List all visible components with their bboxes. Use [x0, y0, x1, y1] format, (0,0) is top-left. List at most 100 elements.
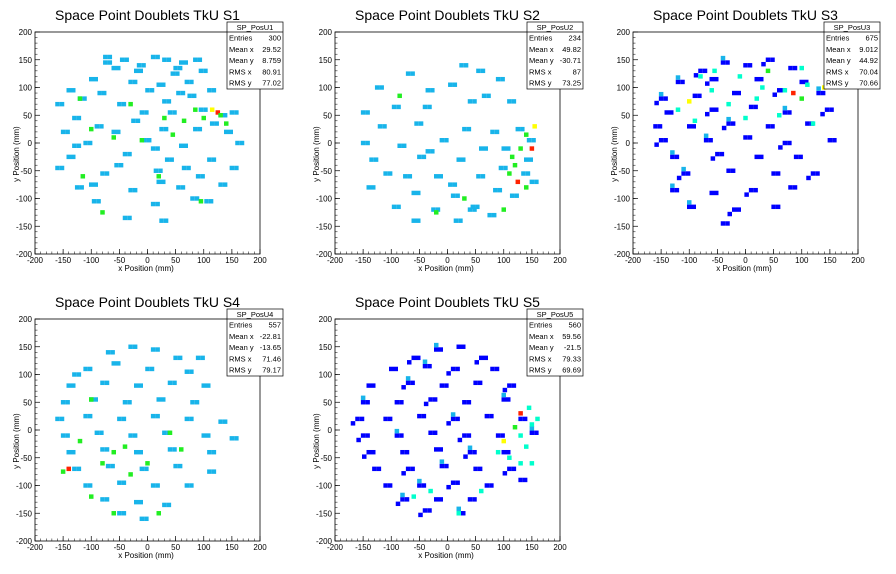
heatmap-bin: [124, 57, 129, 62]
heatmap-bin: [439, 383, 445, 388]
heatmap-bin: [399, 433, 404, 438]
heatmap-bin-hot: [111, 449, 116, 455]
heatmap-bin: [128, 433, 133, 438]
heatmap-bin: [393, 366, 398, 372]
heatmap-bin: [55, 416, 60, 422]
heatmap-bin: [71, 88, 76, 93]
heatmap-bin: [778, 145, 783, 150]
heatmap-bin: [359, 416, 365, 422]
heatmap-bin: [394, 433, 400, 438]
heatmap-bin: [360, 400, 366, 405]
heatmap-bin: [79, 185, 84, 190]
heatmap-bin: [122, 151, 128, 157]
heatmap-bin: [534, 430, 539, 435]
y-tick-label: 200: [617, 28, 631, 37]
heatmap-bin: [428, 430, 433, 435]
heatmap-bin-hot: [145, 461, 150, 466]
heatmap-bin: [715, 151, 720, 157]
heatmap-bin-hot: [687, 99, 692, 104]
heatmap-bin: [754, 154, 759, 160]
axis-ticks: -200 -150 -100 -50 0 50 100 150 200 -200 -150 -100 -…: [316, 315, 567, 552]
y-tick-label: 200: [19, 28, 33, 37]
heatmap-cells: [55, 54, 245, 223]
heatmap-bin: [438, 447, 443, 452]
heatmap-bin: [400, 492, 405, 498]
heatmap-bin: [495, 433, 501, 438]
heatmap-bin: [417, 478, 422, 484]
heatmap-bin-hot: [111, 135, 116, 140]
heatmap-bin: [417, 154, 422, 160]
y-tick-label: 200: [319, 315, 333, 324]
heatmap-bin: [162, 502, 167, 508]
x-axis-label: x Position (mm): [118, 264, 174, 273]
heatmap-bin: [816, 86, 821, 91]
stats-key: Mean x: [229, 45, 254, 54]
y-tick-label: -50: [320, 454, 332, 463]
heatmap-bin: [172, 380, 177, 386]
stats-key: Mean y: [826, 56, 851, 65]
stats-value: 9.012: [859, 45, 878, 54]
heatmap-bin: [507, 466, 512, 472]
y-tick-label: 0: [328, 426, 333, 435]
heatmap-bin: [391, 104, 397, 110]
heatmap-bin: [726, 121, 731, 126]
y-tick-label: -150: [16, 509, 33, 518]
heatmap-bin: [490, 129, 495, 135]
stats-value: 79.33: [562, 354, 581, 363]
heatmap-bin: [430, 149, 435, 154]
heatmap-bin-hot: [122, 444, 128, 449]
heatmap-cells: [360, 63, 539, 223]
heatmap-bin: [122, 215, 128, 221]
heatmap-bin: [507, 383, 512, 388]
stats-name: SP_PosU4: [237, 310, 274, 319]
heatmap-bin: [421, 483, 427, 488]
heatmap-bin: [117, 416, 122, 422]
heatmap-bin: [170, 71, 176, 76]
heatmap-bin: [450, 193, 456, 198]
heatmap-bin: [422, 508, 428, 513]
heatmap-bin-hot: [743, 115, 748, 121]
heatmap-bin: [117, 511, 122, 516]
heatmap-bin-hot: [791, 90, 796, 96]
chart-title: Space Point Doublets TkU S1: [55, 7, 240, 23]
heatmap-bin: [204, 199, 209, 204]
heatmap-bin: [726, 116, 731, 122]
heatmap-bin: [467, 445, 473, 450]
stats-value: 557: [268, 321, 281, 330]
heatmap-bin: [194, 196, 200, 201]
heatmap-bin: [224, 129, 229, 135]
heatmap-bin: [732, 207, 737, 212]
heatmap-bin: [462, 400, 467, 405]
heatmap-bin: [99, 430, 104, 435]
y-tick-label: -150: [16, 222, 33, 231]
heatmap-bin: [507, 99, 512, 104]
heatmap-bin: [372, 466, 377, 472]
heatmap-bin: [456, 157, 461, 162]
heatmap-bin: [525, 171, 531, 176]
chart-title: Space Point Doublets TkU S3: [653, 7, 838, 23]
heatmap-bin: [494, 129, 500, 135]
stats-key: RMS y: [529, 366, 552, 375]
heatmap-bin: [155, 483, 160, 488]
heatmap-bin: [479, 355, 484, 361]
axis-ticks: -200 -150 -100 -50 0 50 100 150 200 -200 -150 -100 -…: [16, 315, 267, 552]
heatmap-bin-hot: [760, 85, 765, 90]
heatmap-bin: [209, 121, 215, 126]
heatmap-bin: [450, 412, 456, 417]
heatmap-bin-hot: [512, 162, 518, 168]
heatmap-bin: [374, 85, 380, 90]
heatmap-bin-hot: [524, 132, 529, 137]
heatmap-bin-hot: [495, 449, 501, 455]
heatmap-bin: [657, 124, 663, 129]
y-axis-label: y Position (mm): [312, 126, 321, 182]
heatmap-bin: [765, 57, 771, 62]
heatmap-bin: [365, 400, 370, 405]
heatmap-bin: [422, 359, 428, 364]
y-tick-label: -100: [16, 482, 33, 491]
y-tick-label: -100: [16, 195, 33, 204]
heatmap-bin: [76, 466, 82, 472]
heatmap-bin: [714, 107, 719, 112]
heatmap-bin: [218, 419, 223, 424]
heatmap-bin: [189, 369, 194, 374]
heatmap-bin: [198, 107, 204, 112]
